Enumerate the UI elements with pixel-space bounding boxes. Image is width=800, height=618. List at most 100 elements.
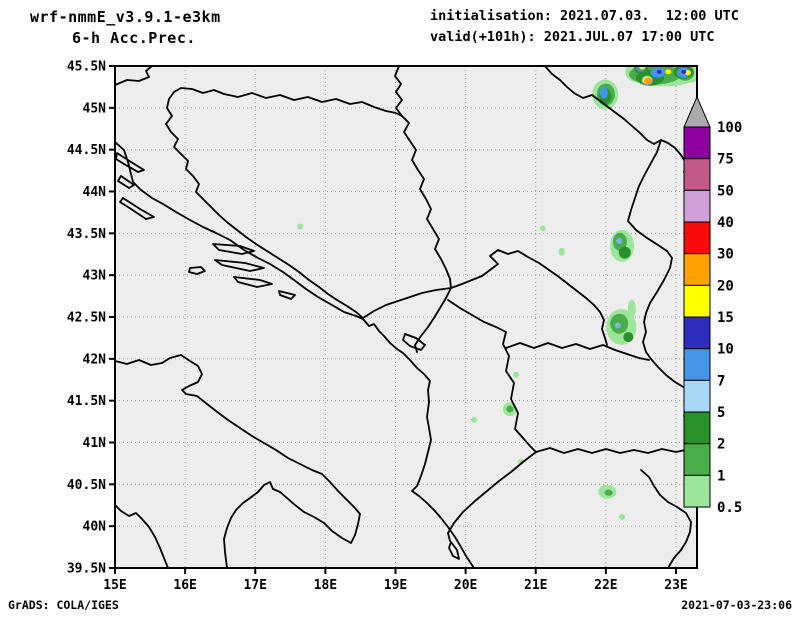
y-tick-label: 41N bbox=[83, 436, 107, 451]
colorbar-segment bbox=[683, 411, 711, 445]
colorbar-segment bbox=[683, 316, 711, 350]
island-sliver bbox=[117, 175, 135, 189]
y-tick-label: 44.5N bbox=[67, 143, 106, 158]
coastline-aegean bbox=[640, 469, 692, 568]
coastlines-and-borders bbox=[115, 66, 697, 568]
colorbar-segment bbox=[683, 158, 711, 191]
colorbar-label: 75 bbox=[717, 152, 734, 168]
colorbar-segment bbox=[683, 348, 711, 381]
precip-cell bbox=[471, 416, 478, 423]
island-corfu bbox=[448, 541, 460, 560]
colorbar-segment bbox=[683, 221, 711, 255]
precip-cell bbox=[506, 405, 514, 413]
coastline-italy-adriatic bbox=[115, 354, 361, 568]
creation-timestamp: 2021-07-03-23:06 bbox=[681, 598, 792, 612]
colorbar-segment bbox=[683, 189, 711, 223]
x-tick-label: 20E bbox=[454, 578, 477, 593]
precip-cell bbox=[656, 69, 662, 74]
border-drina bbox=[401, 115, 452, 289]
grads-credit: GrADS: COLA/IGES bbox=[8, 598, 119, 612]
precip-cell bbox=[681, 69, 687, 74]
border-albania-east bbox=[447, 299, 537, 453]
colorbar-label: 2 bbox=[717, 437, 725, 453]
colorbar-segment bbox=[683, 474, 711, 508]
island-korcula bbox=[233, 276, 273, 288]
precip-cell bbox=[619, 513, 626, 520]
x-tick-label: 15E bbox=[103, 578, 126, 593]
border-sava bbox=[223, 92, 403, 117]
precip-cell bbox=[643, 77, 652, 85]
x-tick-label: 19E bbox=[384, 578, 407, 593]
precip-cell bbox=[616, 237, 623, 244]
colorbar-label: 15 bbox=[717, 310, 734, 326]
precip-cell bbox=[513, 371, 520, 378]
y-tick-label: 42N bbox=[83, 352, 107, 367]
coastline-adriatic-east bbox=[115, 141, 475, 568]
initialisation-time: initialisation: 2021.07.03. 12:00 UTC bbox=[430, 8, 739, 24]
border-croatia-bosnia-west bbox=[165, 87, 364, 319]
island-vis bbox=[188, 266, 206, 275]
axis-ticks-and-labels: 15E 16E 17E 18E 19E 20E 21E 22E 23E 45.5N 45N 44.5N… bbox=[67, 60, 688, 594]
colorbar-segment bbox=[683, 379, 711, 413]
precip-cell bbox=[618, 246, 631, 259]
model-title: wrf-nmmE_v3.9.1-e3km bbox=[30, 8, 221, 26]
border-albania-greece bbox=[447, 451, 537, 542]
precip-cell bbox=[604, 489, 613, 496]
precip-cell bbox=[539, 225, 546, 232]
border-kosovo-north bbox=[450, 249, 608, 346]
lake-skadar bbox=[402, 333, 426, 351]
x-tick-label: 21E bbox=[524, 578, 547, 593]
y-tick-label: 45N bbox=[83, 101, 107, 116]
x-tick-label: 23E bbox=[664, 578, 687, 593]
precipitation-cells bbox=[297, 66, 697, 520]
product-title: 6-h Acc.Prec. bbox=[72, 29, 196, 47]
precip-cell bbox=[623, 332, 634, 343]
y-tick-label: 44N bbox=[83, 185, 107, 200]
y-tick-label: 43N bbox=[83, 269, 107, 284]
border-greece-macedonia bbox=[535, 447, 697, 454]
precip-cell bbox=[599, 86, 608, 99]
colorbar-segment bbox=[683, 443, 711, 476]
island-mljet bbox=[278, 290, 296, 300]
colorbar-label: 20 bbox=[717, 278, 734, 294]
colorbar-label: 100 bbox=[717, 120, 742, 136]
y-tick-label: 42.5N bbox=[67, 311, 106, 326]
y-tick-label: 40N bbox=[83, 520, 107, 535]
colorbar-label: 7 bbox=[717, 373, 725, 389]
precip-cell bbox=[684, 70, 691, 76]
coastline-kvarner bbox=[115, 66, 153, 86]
colorbar-label: 40 bbox=[717, 215, 734, 231]
colorbar-label: 5 bbox=[717, 405, 725, 421]
precip-cell bbox=[297, 223, 304, 230]
border-croatia-serbia bbox=[394, 66, 403, 117]
y-tick-label: 43.5N bbox=[67, 227, 106, 242]
x-tick-label: 17E bbox=[244, 578, 267, 593]
border-serbia-bulgaria bbox=[627, 139, 696, 393]
border-macedonia-north bbox=[505, 342, 650, 361]
grid-lines bbox=[115, 66, 697, 568]
island-brac bbox=[212, 243, 255, 255]
colorbar-segment bbox=[683, 284, 711, 318]
border-montenegro-serbia bbox=[362, 287, 452, 319]
x-tick-label: 16E bbox=[173, 578, 196, 593]
border-montenegro-albania bbox=[414, 287, 452, 353]
colorbar-label: 1 bbox=[717, 468, 725, 484]
y-tick-label: 45.5N bbox=[67, 60, 106, 75]
y-tick-label: 41.5N bbox=[67, 394, 106, 409]
colorbar-segment bbox=[683, 253, 711, 286]
y-tick-label: 39.5N bbox=[67, 562, 106, 577]
precip-cell bbox=[665, 69, 672, 75]
x-tick-label: 22E bbox=[594, 578, 617, 593]
island-hvar bbox=[214, 259, 265, 272]
precip-cell bbox=[558, 247, 565, 256]
y-tick-label: 40.5N bbox=[67, 478, 106, 493]
coastline-italy-tyrrhenian bbox=[115, 504, 169, 568]
colorbar-label: 50 bbox=[717, 183, 734, 199]
colorbar-label: 0.5 bbox=[717, 500, 742, 516]
colorbar-label: 10 bbox=[717, 342, 734, 358]
colorbar-segment bbox=[683, 126, 711, 160]
island-dugi-otok bbox=[119, 197, 155, 220]
